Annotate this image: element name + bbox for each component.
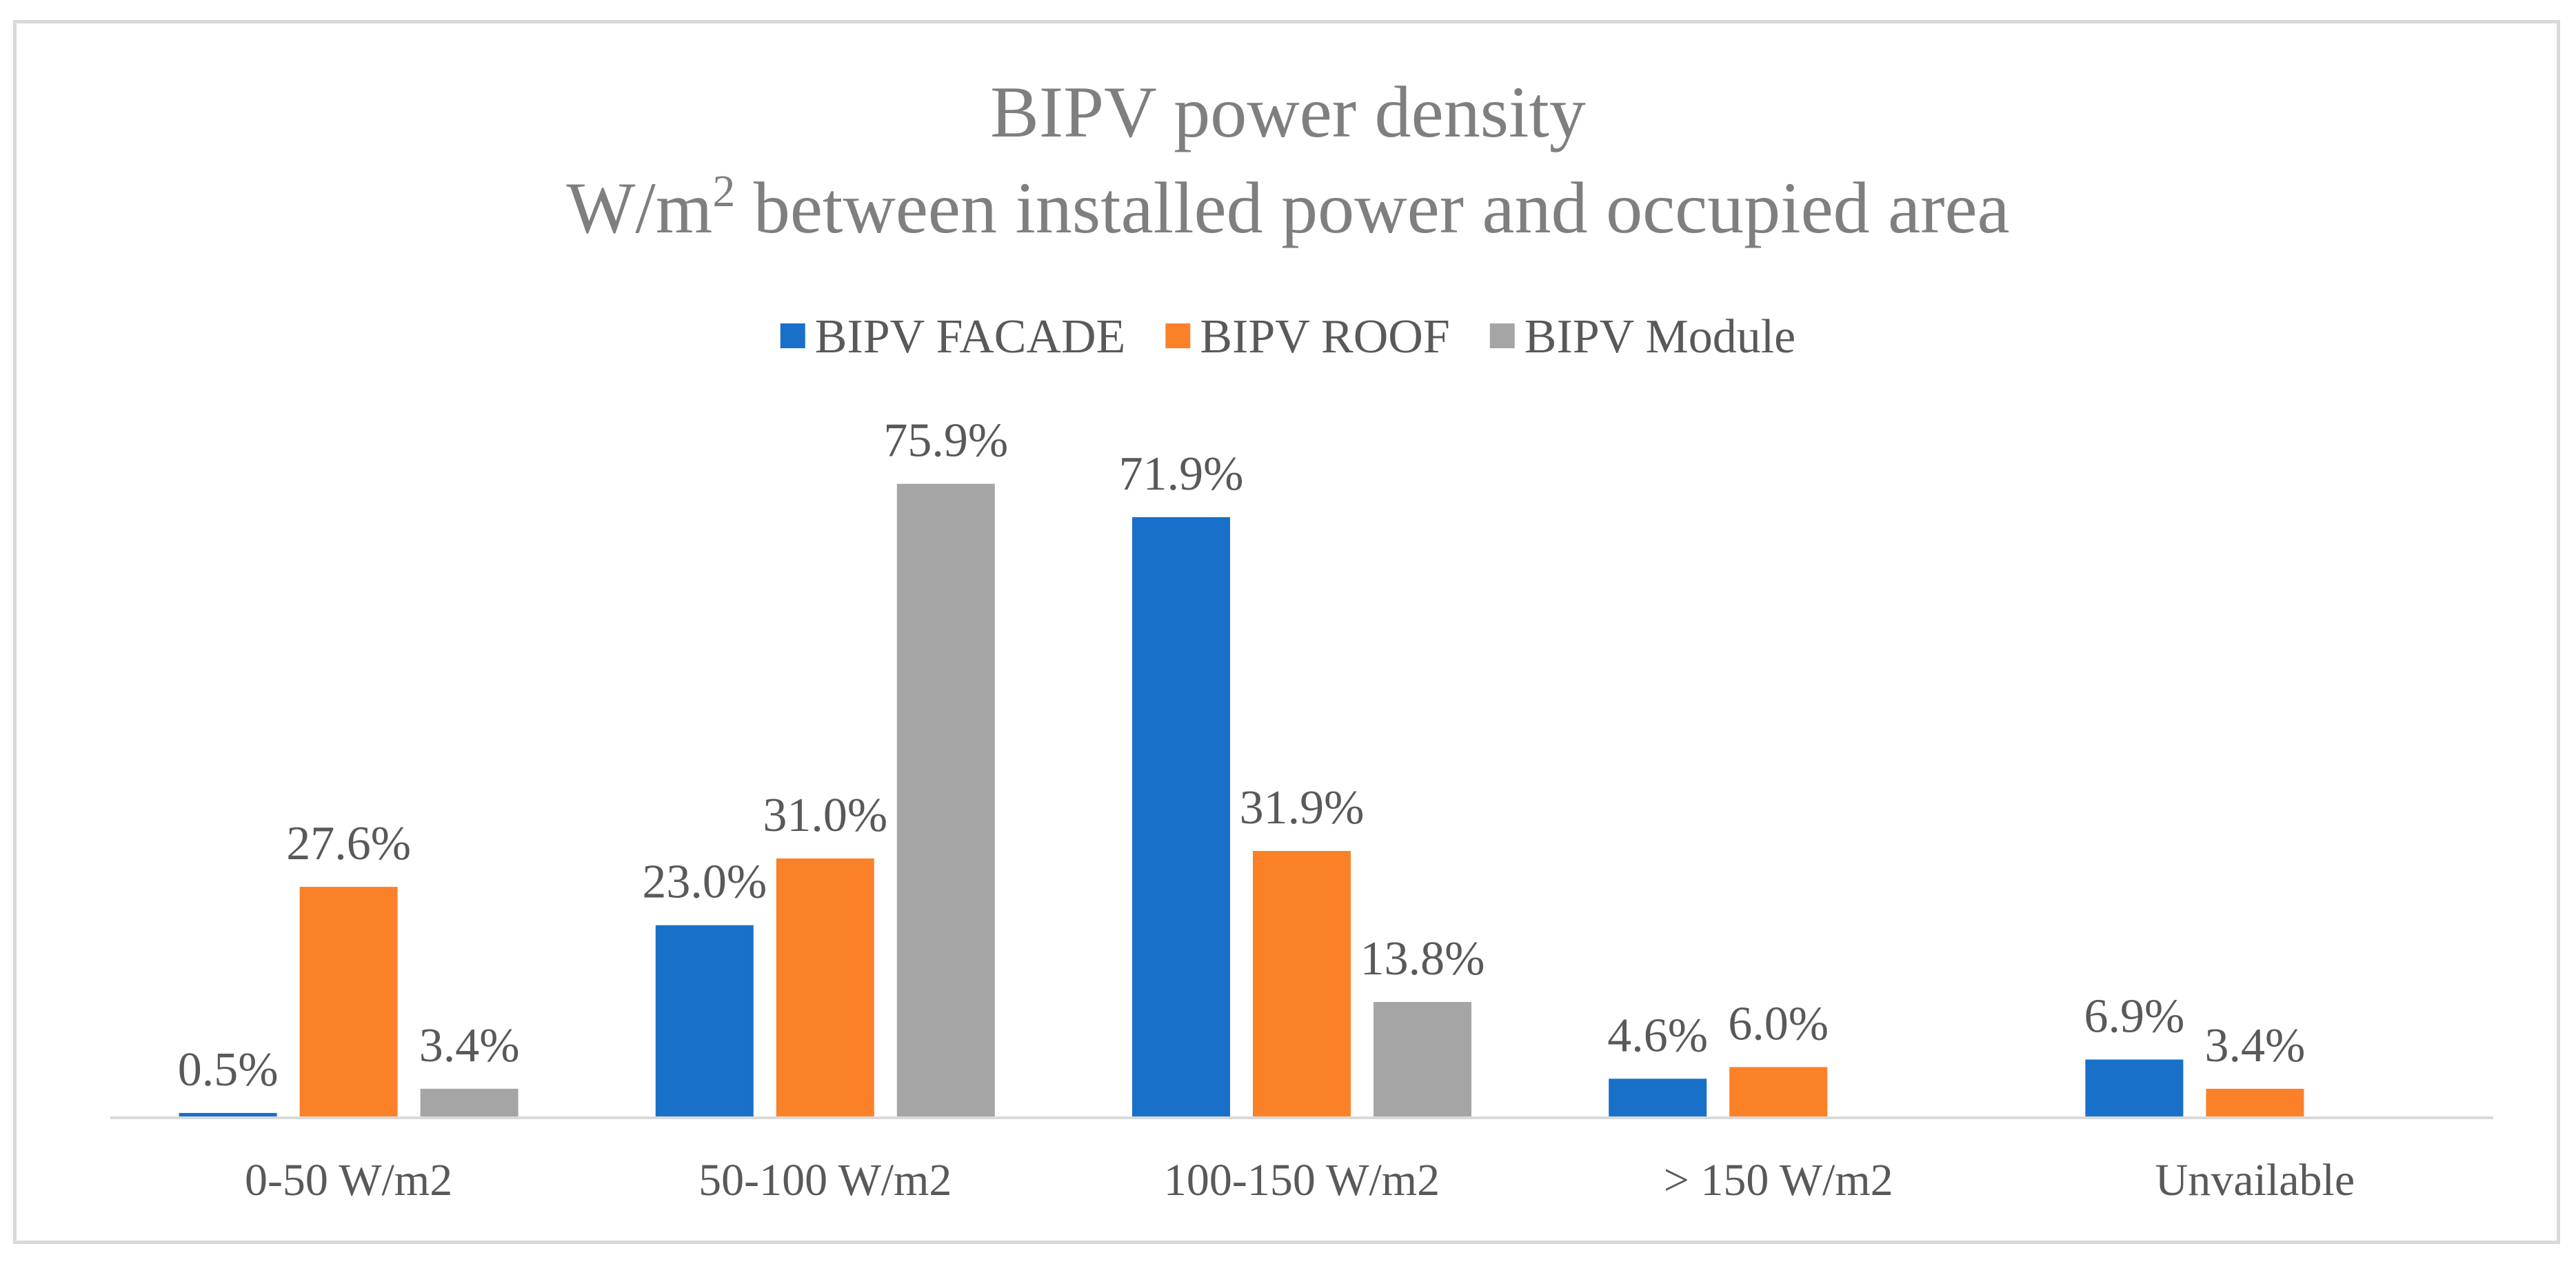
chart-subtitle-suffix: between installed power and occupied are… [735, 168, 2009, 248]
category-label-50-100-w-m2: 50-100 W/m2 [698, 1155, 952, 1205]
legend-label-bipv-facade: BIPV FACADE [815, 310, 1126, 363]
data-label-bipv-module-100-150-w-m2: 13.8% [1360, 932, 1485, 985]
bar-bipv-facade-unvailable [2085, 1059, 2184, 1117]
legend-swatch-bipv-module [1489, 323, 1515, 348]
bar-bipv-roof-100-150-w-m2 [1253, 851, 1351, 1117]
bar-bipv-facade-150-w-m2 [1609, 1079, 1707, 1117]
legend: BIPV FACADE BIPV ROOF BIPV Module [780, 310, 1795, 363]
category-labels: 0-50 W/m2 50-100 W/m2 100-150 W/m2 > 150 W/… [245, 1155, 2355, 1205]
bar-bipv-module-50-100-w-m2 [896, 483, 995, 1117]
data-label-bipv-facade-150-w-m2: 4.6% [1607, 1009, 1708, 1062]
category-label-150-w-m2: > 150 W/m2 [1664, 1155, 1893, 1205]
data-label-bipv-roof-0-50-w-m2: 27.6% [286, 817, 411, 870]
data-label-bipv-module-0-50-w-m2: 3.4% [419, 1019, 520, 1072]
legend-label-bipv-module: BIPV Module [1525, 310, 1795, 363]
chart-subtitle: W/m2 between installed power and occupie… [566, 166, 2009, 248]
legend-swatch-bipv-facade [780, 323, 805, 348]
category-label-unvailable: Unvailable [2155, 1155, 2355, 1205]
bar-bipv-facade-0-50-w-m2 [179, 1112, 277, 1117]
chart-subtitle-prefix: W/m [566, 168, 712, 248]
data-label-bipv-roof-unvailable: 3.4% [2204, 1019, 2305, 1072]
legend-swatch-bipv-roof [1165, 323, 1191, 348]
data-label-bipv-facade-0-50-w-m2: 0.5% [178, 1043, 279, 1096]
bars [179, 483, 2304, 1117]
data-label-bipv-facade-50-100-w-m2: 23.0% [642, 856, 767, 909]
bar-bipv-roof-unvailable [2206, 1088, 2304, 1117]
data-label-bipv-facade-unvailable: 6.9% [2084, 990, 2184, 1043]
data-label-bipv-module-50-100-w-m2: 75.9% [883, 414, 1008, 468]
data-label-bipv-roof-50-100-w-m2: 31.0% [763, 789, 887, 842]
bar-bipv-roof-150-w-m2 [1729, 1067, 1828, 1117]
data-label-bipv-roof-150-w-m2: 6.0% [1728, 997, 1829, 1050]
chart-title: BIPV power density [990, 72, 1586, 152]
bar-bipv-roof-0-50-w-m2 [299, 887, 398, 1117]
bar-bipv-module-0-50-w-m2 [420, 1088, 519, 1117]
data-label-bipv-facade-100-150-w-m2: 71.9% [1119, 448, 1244, 501]
data-label-bipv-roof-100-150-w-m2: 31.9% [1240, 781, 1365, 834]
legend-label-bipv-roof: BIPV ROOF [1200, 310, 1449, 363]
bar-bipv-facade-100-150-w-m2 [1132, 517, 1230, 1117]
bar-bipv-module-100-150-w-m2 [1373, 1002, 1471, 1117]
chart-subtitle-superscript: 2 [712, 166, 735, 217]
bar-bipv-roof-50-100-w-m2 [776, 858, 874, 1117]
bar-bipv-facade-50-100-w-m2 [655, 925, 754, 1117]
category-label-0-50-w-m2: 0-50 W/m2 [245, 1155, 452, 1205]
category-label-100-150-w-m2: 100-150 W/m2 [1164, 1155, 1440, 1205]
value-labels: 0.5% 27.6% 3.4% 23.0% 31.0% 75.9% 71.9% 31.9% 13… [178, 414, 2306, 1096]
